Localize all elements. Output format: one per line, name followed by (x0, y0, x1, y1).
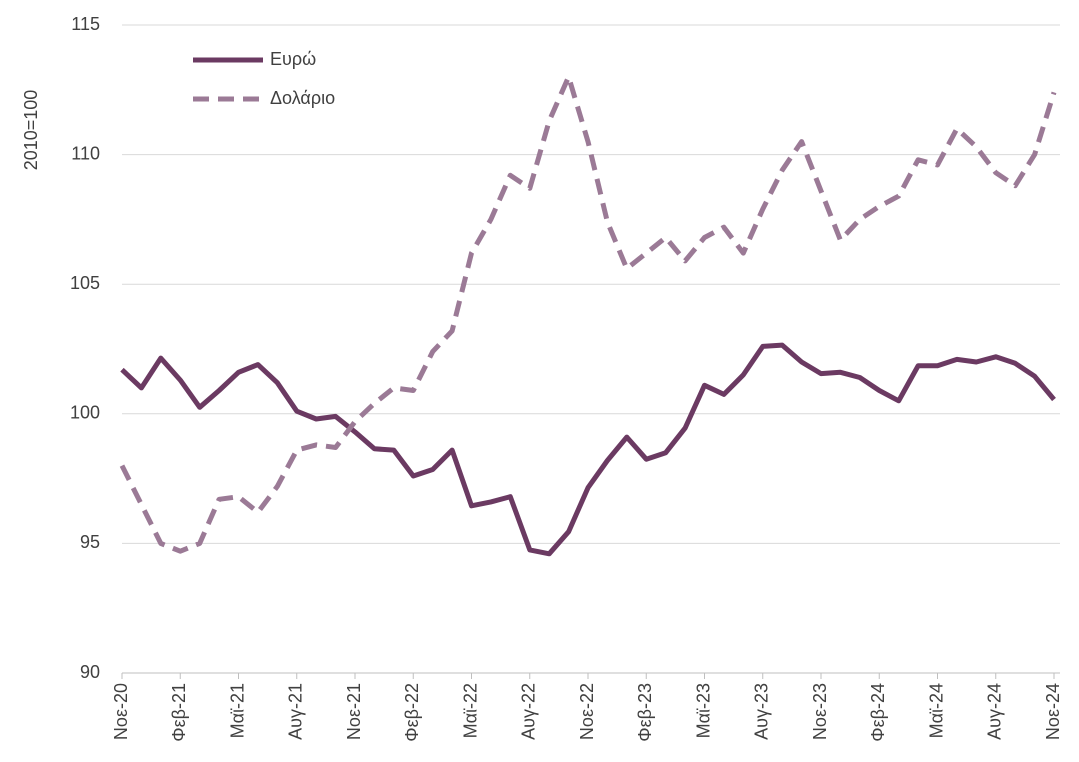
y-tick-label: 90 (80, 662, 100, 682)
x-tick-label: Αυγ-23 (752, 683, 772, 740)
x-tick-label: Αυγ-22 (519, 683, 539, 740)
x-tick-label: Φεβ-23 (635, 683, 655, 742)
x-tick-label: Φεβ-24 (868, 683, 888, 742)
y-tick-label: 115 (71, 14, 100, 34)
x-tick-label: Φεβ-22 (402, 683, 422, 742)
legend-label: Δολάριο (270, 88, 335, 108)
x-tick-label: Μαϊ-21 (227, 683, 247, 738)
y-tick-label: 100 (70, 403, 100, 423)
x-tick-label: Νοε-20 (111, 683, 131, 740)
line-series (120, 342, 1056, 557)
line-series (119, 74, 1057, 554)
x-tick-label: Μαϊ-24 (926, 683, 946, 738)
x-tick-label: Νοε-24 (1043, 683, 1063, 740)
legend-label: Ευρώ (270, 49, 316, 69)
x-tick-label: Αυγ-21 (286, 683, 306, 740)
x-tick-label: Νοε-21 (344, 683, 364, 740)
y-axis-label: 2010=100 (21, 90, 41, 171)
y-tick-label: 95 (80, 532, 100, 552)
x-tick-label: Νοε-23 (810, 683, 830, 740)
y-tick-label: 110 (71, 143, 100, 163)
x-tick-label: Μαϊ-23 (693, 683, 713, 738)
x-tick-label: Αυγ-24 (985, 683, 1005, 740)
x-tick-label: Μαϊ-22 (460, 683, 480, 738)
x-tick-label: Φεβ-21 (169, 683, 189, 742)
x-tick-label: Νοε-22 (577, 683, 597, 740)
y-tick-label: 105 (70, 273, 100, 293)
